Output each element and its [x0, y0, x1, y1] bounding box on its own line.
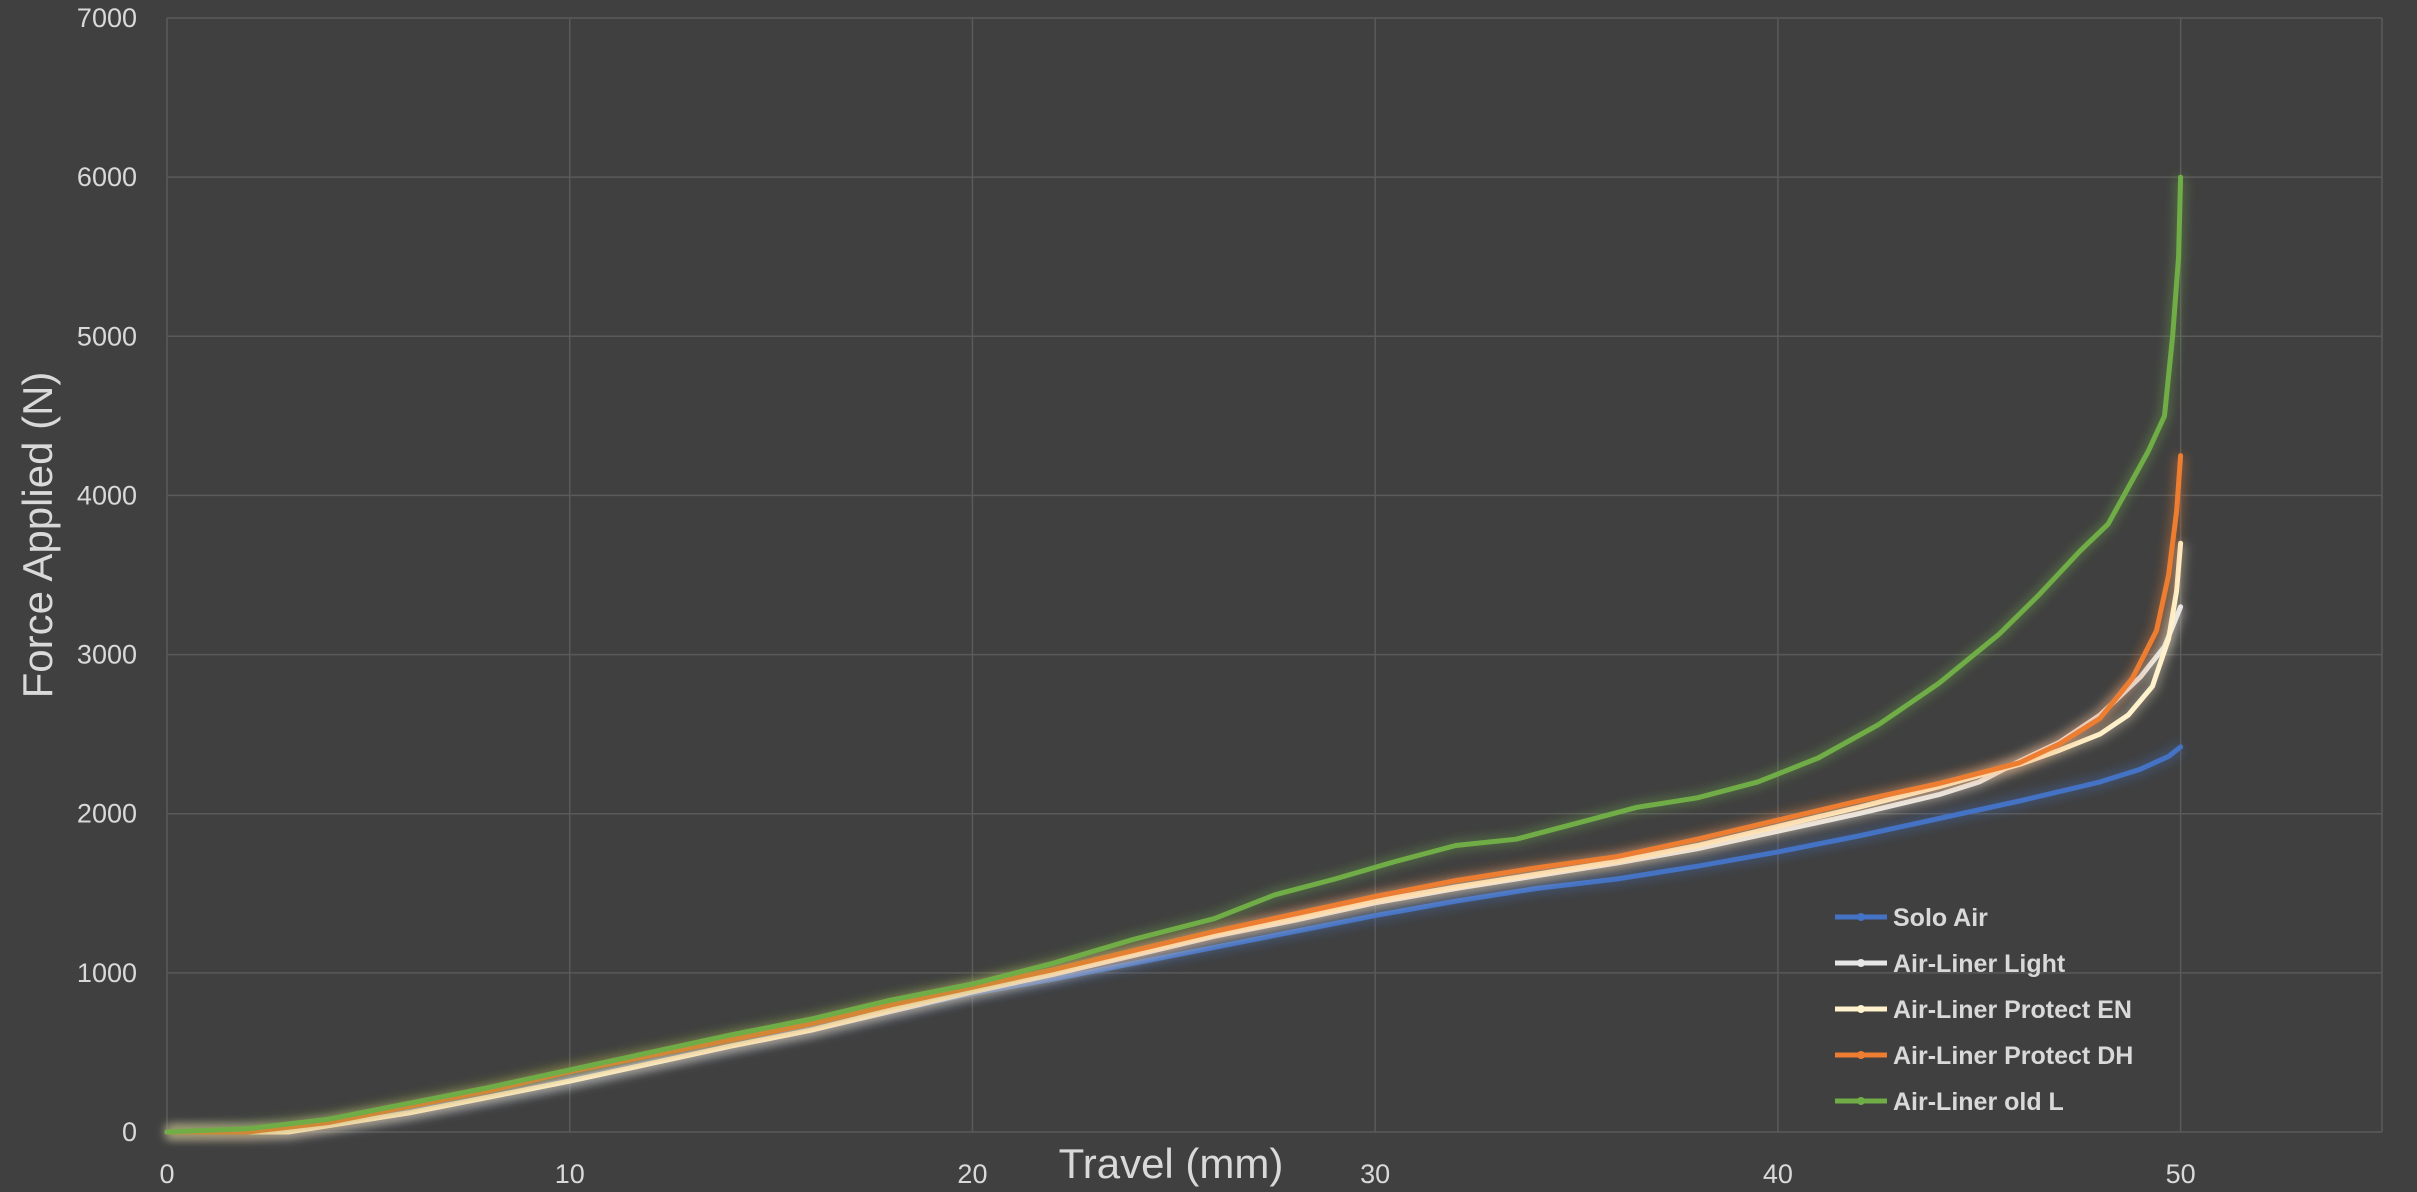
legend-label-air-liner-protect-dh: Air-Liner Protect DH — [1893, 1042, 2133, 1070]
series-lines — [164, 174, 2187, 1138]
y-tick-label: 2000 — [77, 799, 137, 829]
x-tick-label: 50 — [2166, 1159, 2196, 1189]
legend-marker-air-liner-protect-en — [1857, 1005, 1865, 1013]
series-line-air-liner-old-l — [164, 174, 2184, 1135]
legend-label-solo-air: Solo Air — [1893, 904, 1988, 932]
x-tick-label: 40 — [1763, 1159, 1793, 1189]
y-tick-label: 5000 — [77, 321, 137, 351]
legend-marker-air-liner-old-l — [1857, 1097, 1865, 1105]
x-tick-label: 20 — [957, 1159, 987, 1189]
legend-marker-air-liner-protect-dh — [1857, 1051, 1865, 1059]
legend-label-air-liner-old-l: Air-Liner old L — [1893, 1088, 2064, 1116]
y-tick-label: 1000 — [77, 958, 137, 988]
legend-label-air-liner-light: Air-Liner Light — [1893, 950, 2066, 978]
gridlines — [166, 17, 2383, 1133]
x-axis-title: Travel (mm) — [1059, 1140, 1284, 1187]
y-axis-title: Force Applied (N) — [14, 372, 61, 699]
legend-label-air-liner-protect-en: Air-Liner Protect EN — [1893, 996, 2132, 1024]
tick-labels: 0 1000 2000 3000 4000 5000 6000 7000 0 10 20 30 40 50 — [77, 3, 2196, 1189]
x-tick-label: 30 — [1360, 1159, 1390, 1189]
legend: Solo Air Air-Liner Light Air-Liner Protect… — [1835, 904, 2133, 1116]
y-tick-label: 4000 — [77, 480, 137, 510]
y-tick-label: 7000 — [77, 3, 137, 33]
y-tick-label: 6000 — [77, 162, 137, 192]
x-tick-label: 0 — [159, 1159, 174, 1189]
series-glow-air-liner-protect-dh — [167, 455, 2187, 1138]
x-tick-label: 10 — [555, 1159, 585, 1189]
legend-marker-air-liner-light — [1857, 959, 1865, 967]
y-tick-label: 0 — [122, 1117, 137, 1147]
legend-marker-solo-air — [1857, 913, 1865, 921]
y-tick-label: 3000 — [77, 640, 137, 670]
